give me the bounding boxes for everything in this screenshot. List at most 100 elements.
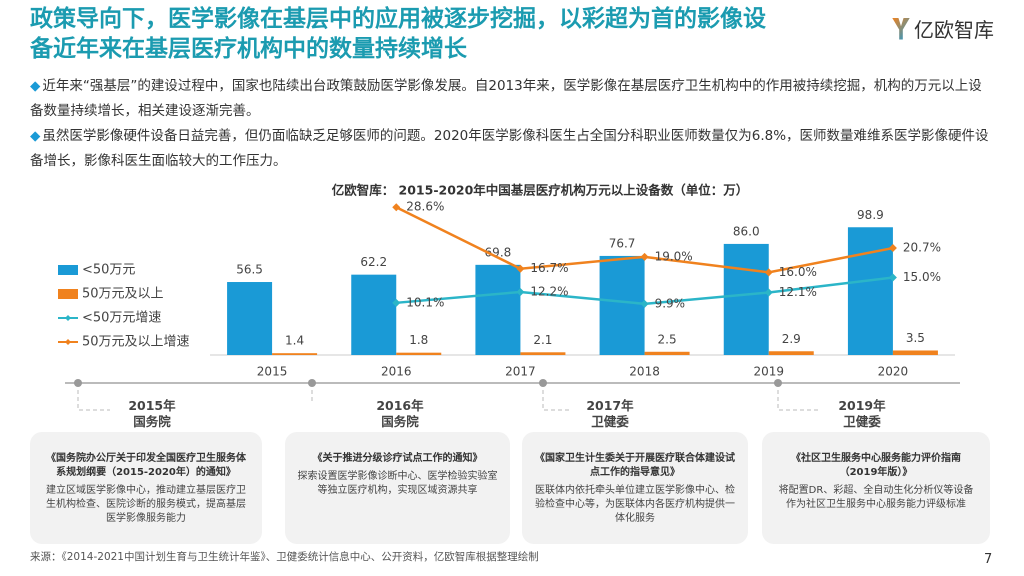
value-label: 3.5 bbox=[906, 331, 925, 345]
value-label: 20.7% bbox=[903, 241, 941, 255]
value-label: 19.0% bbox=[655, 249, 693, 263]
policy-title: 《国务院办公厅关于印发全国医疗卫生服务体系规划纲要（2015-2020年）的通知… bbox=[46, 453, 246, 478]
title-line: 备近年来在基层医疗机构中的数量持续增长 bbox=[30, 36, 467, 62]
bar bbox=[520, 352, 566, 355]
value-label: 1.8 bbox=[409, 333, 428, 347]
value-label: 1.4 bbox=[285, 334, 304, 348]
policy-card: 《国家卫生计生委关于开展医疗联合体建设试点工作的指导意见》医联体内依托牵头单位建… bbox=[522, 432, 748, 544]
policy-body: 医联体内依托牵头单位建立医学影像中心、检验检查中心等，为医联体内各医疗机构提供一… bbox=[535, 485, 735, 524]
value-label: 12.2% bbox=[530, 284, 568, 298]
connector bbox=[77, 390, 820, 411]
marker bbox=[392, 298, 401, 307]
value-label: 16.0% bbox=[779, 265, 817, 279]
policy-body: 探索设置医学影像诊断中心、医学检验实验室等独立医疗机构，实现区域资源共享 bbox=[297, 471, 498, 496]
bar bbox=[847, 227, 893, 355]
policy-card: 《社区卫生服务中心服务能力评价指南（2019年版）》 将配置DR、彩超、全自动生化… bbox=[762, 432, 990, 544]
marker bbox=[640, 299, 649, 308]
x-tick-label: 2020 bbox=[878, 365, 909, 379]
marker bbox=[764, 288, 773, 297]
logo-text: 亿欧智库 bbox=[914, 18, 994, 42]
timeline-dot bbox=[74, 379, 82, 387]
slide-title: 政策导向下，医学影像在基层中的应用被逐步挖掘，以彩超为首的影像设 备近年来在基层… bbox=[30, 4, 890, 64]
marker bbox=[640, 252, 649, 261]
value-label: 16.7% bbox=[530, 261, 568, 275]
chart-title: 亿欧智库： 2015-2020年中国基层医疗机构万元以上设备数（单位：万） bbox=[332, 183, 749, 198]
marker bbox=[392, 203, 401, 212]
page-number: 7 bbox=[984, 552, 993, 567]
value-label: 10.1% bbox=[406, 295, 444, 309]
x-tick-label: 2016 bbox=[381, 365, 412, 379]
bar bbox=[351, 274, 397, 355]
value-label: 2.1 bbox=[533, 333, 552, 347]
policy-title: 《国家卫生计生委关于开展医疗联合体建设试点工作的指导意见》 bbox=[535, 453, 735, 478]
bullet: 虽然医学影像硬件设备日益完善，但仍面临缺乏足够医师的问题。2020年医学影像科医… bbox=[30, 124, 995, 174]
value-label: 12.1% bbox=[779, 285, 817, 299]
value-label: 98.9 bbox=[857, 208, 884, 222]
bar bbox=[892, 350, 938, 355]
x-tick-label: 2017 bbox=[505, 365, 536, 379]
marker bbox=[516, 264, 525, 273]
marker bbox=[888, 244, 897, 253]
bar bbox=[768, 351, 814, 355]
title-line: 政策导向下，医学影像在基层中的应用被逐步挖掘，以彩超为首的影像设 bbox=[30, 6, 766, 32]
legend-swatch bbox=[58, 289, 78, 299]
timeline-label: 2019年 卫健委 bbox=[822, 398, 902, 430]
logo: 亿欧智库 bbox=[892, 14, 994, 43]
legend-swatch bbox=[58, 265, 78, 275]
line bbox=[395, 206, 894, 274]
policy-title: 《社区卫生服务中心服务能力评价指南（2019年版）》 bbox=[791, 453, 961, 478]
timeline bbox=[65, 379, 960, 411]
value-label: 86.0 bbox=[733, 224, 760, 238]
bar bbox=[227, 282, 273, 355]
marker bbox=[888, 273, 897, 282]
org: 卫健委 bbox=[591, 414, 629, 429]
value-label: 28.6% bbox=[406, 200, 444, 214]
value-label: 69.8 bbox=[485, 245, 512, 259]
year: 2015年 bbox=[128, 398, 176, 413]
value-label: 9.9% bbox=[655, 296, 686, 310]
bar bbox=[644, 351, 690, 355]
legend-swatch bbox=[65, 315, 71, 321]
bar bbox=[723, 243, 769, 355]
value-label: 2.5 bbox=[658, 332, 677, 346]
x-tick-label: 2018 bbox=[629, 365, 660, 379]
legend-label: 50万元及以上增速 bbox=[82, 335, 190, 350]
policy-card: 《国务院办公厅关于印发全国医疗卫生服务体系规划纲要（2015-2020年）的通知… bbox=[30, 432, 262, 544]
value-label: 76.7 bbox=[609, 236, 636, 250]
year: 2019年 bbox=[838, 398, 886, 413]
bar bbox=[272, 353, 318, 355]
marker bbox=[764, 268, 773, 277]
bar bbox=[396, 352, 442, 355]
bullet: 近年来“强基层”的建设过程中，国家也陆续出台政策鼓励医学影像发展。自2013年来… bbox=[30, 74, 995, 124]
policy-card: 《关于推进分级诊疗试点工作的通知》探索设置医学影像诊断中心、医学检验实验室等独立… bbox=[285, 432, 510, 544]
bar bbox=[599, 255, 645, 355]
legend-label: <50万元 bbox=[82, 263, 135, 278]
year: 2017年 bbox=[586, 398, 634, 413]
timeline-dot bbox=[774, 379, 782, 387]
year: 2016年 bbox=[376, 398, 424, 413]
policy-title: 《关于推进分级诊疗试点工作的通知》 bbox=[312, 453, 483, 464]
x-tick-label: 2015 bbox=[257, 365, 288, 379]
org: 国务院 bbox=[133, 414, 171, 429]
org: 国务院 bbox=[381, 414, 419, 429]
value-label: 62.2 bbox=[360, 255, 387, 269]
bar bbox=[475, 264, 521, 355]
timeline-label: 2017年 卫健委 bbox=[570, 398, 650, 430]
value-label: 56.5 bbox=[236, 263, 263, 277]
timeline-dot bbox=[539, 379, 547, 387]
legend-label: 50万元及以上 bbox=[82, 287, 164, 302]
x-tick-label: 2019 bbox=[753, 365, 784, 379]
legend-label: <50万元增速 bbox=[82, 311, 161, 326]
bullets: 近年来“强基层”的建设过程中，国家也陆续出台政策鼓励医学影像发展。自2013年来… bbox=[30, 74, 995, 174]
marker bbox=[516, 287, 525, 296]
policy-body: 将配置DR、彩超、全自动生化分析仪等设备作为社区卫生服务中心服务能力评级标准 bbox=[778, 485, 974, 510]
source: 来源：《2014-2021中国计划生育与卫生统计年鉴》、卫健委统计信息中心、公开… bbox=[30, 551, 539, 563]
timeline-dot bbox=[308, 379, 316, 387]
timeline-label: 2016年 国务院 bbox=[360, 398, 440, 430]
value-label: 2.9 bbox=[782, 332, 801, 346]
timeline-label: 2015年 国务院 bbox=[112, 398, 192, 430]
legend-swatch bbox=[65, 339, 71, 345]
policy-body: 建立区域医学影像中心，推动建立基层医疗卫生机构检查、医院诊断的服务模式，提高基层… bbox=[46, 485, 246, 524]
